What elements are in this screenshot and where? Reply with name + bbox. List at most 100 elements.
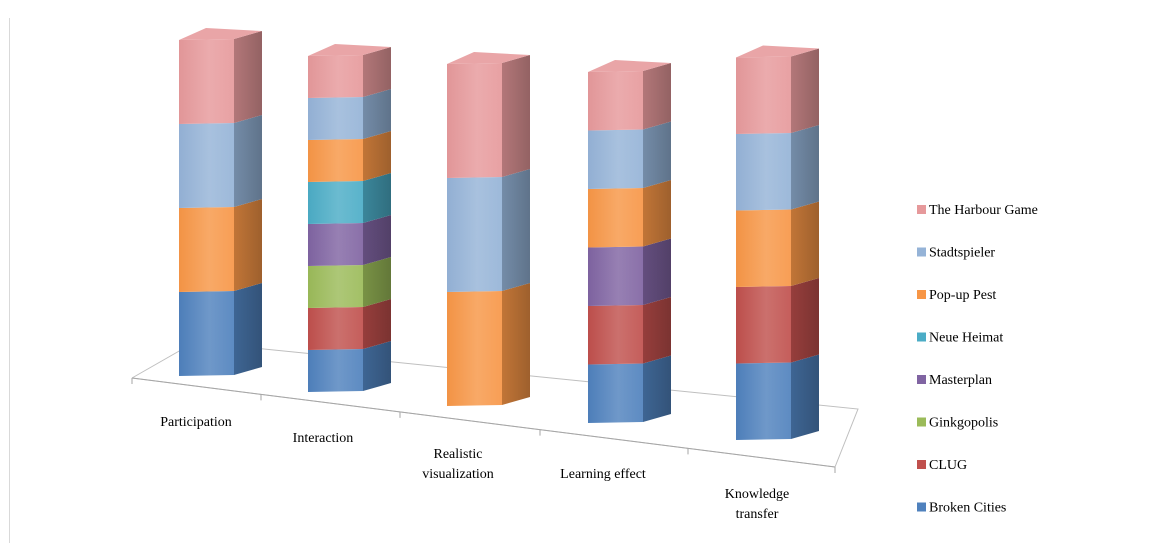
- bar-side-stadtspieler: [363, 89, 391, 139]
- legend-label: Ginkgopolis: [929, 416, 998, 431]
- bar-side-stadtspieler: [791, 125, 819, 210]
- bar-segment-pop-up-pest: [179, 207, 234, 292]
- bars-group: [179, 28, 819, 440]
- legend-label: Neue Heimat: [929, 331, 1003, 346]
- legend-swatch: [917, 332, 926, 342]
- legend-item-stadtspieler: Stadtspieler: [917, 246, 995, 261]
- category-label-realistic-visualization: visualization: [422, 467, 494, 482]
- bar-side-the-harbour-game: [234, 31, 262, 123]
- legend: The Harbour Game Stadtspieler Pop-up Pest N…: [917, 203, 1038, 516]
- legend-label: The Harbour Game: [929, 203, 1038, 218]
- bar-side-ginkgopolis: [363, 257, 391, 307]
- category-label-realistic-visualization: Realistic: [434, 447, 483, 462]
- bar-segment-pop-up-pest: [447, 291, 502, 406]
- bar-side-pop-up-pest: [502, 283, 530, 405]
- category-label-participation: Participation: [160, 415, 232, 430]
- category-label-knowledge-transfer: transfer: [736, 507, 779, 522]
- legend-label: Masterplan: [929, 373, 992, 388]
- bar-segment-masterplan: [588, 246, 643, 306]
- bar-top-face: [447, 52, 530, 64]
- bar-top-face: [308, 44, 391, 56]
- bar-side-broken-cities: [791, 354, 819, 439]
- bar-segment-clug: [308, 307, 363, 350]
- bar-segment-broken-cities: [736, 362, 791, 440]
- bar-segment-masterplan: [308, 223, 363, 266]
- bar-segment-clug: [588, 305, 643, 365]
- legend-label: Stadtspieler: [929, 246, 995, 261]
- bar-segment-stadtspieler: [447, 177, 502, 292]
- bar-segment-pop-up-pest: [736, 209, 791, 287]
- bar-side-clug: [363, 299, 391, 349]
- bar-segment-the-harbour-game: [588, 71, 643, 131]
- bar-side-stadtspieler: [643, 121, 671, 188]
- bar-top-face: [588, 60, 671, 72]
- bar-segment-stadtspieler: [308, 97, 363, 140]
- bar-segment-neue-heimat: [308, 181, 363, 224]
- legend-item-neue-heimat: Neue Heimat: [917, 331, 1003, 346]
- legend-item-broken-cities: Broken Cities: [917, 501, 1006, 516]
- bar-segment-pop-up-pest: [308, 139, 363, 182]
- legend-item-masterplan: Masterplan: [917, 373, 992, 388]
- category-label-interaction: Interaction: [293, 431, 354, 446]
- bar-side-stadtspieler: [234, 115, 262, 207]
- chart-border-line: [9, 18, 10, 543]
- category-labels: Participation Interaction Realistic visuali…: [160, 415, 789, 522]
- bar-side-clug: [643, 297, 671, 364]
- bar-side-pop-up-pest: [643, 180, 671, 247]
- bar-side-the-harbour-game: [502, 55, 530, 177]
- bar-segment-the-harbour-game: [736, 56, 791, 134]
- legend-swatch: [917, 375, 926, 384]
- bar-stack-realistic-visualization: [447, 52, 530, 406]
- bar-stack-participation: [179, 28, 262, 376]
- bar-side-masterplan: [363, 215, 391, 265]
- legend-swatch: [917, 417, 926, 427]
- bar-segment-stadtspieler: [736, 133, 791, 211]
- legend-item-ginkgopolis: Ginkgopolis: [917, 416, 998, 431]
- bar-side-broken-cities: [363, 341, 391, 391]
- bar-top-face: [179, 28, 262, 40]
- category-label-knowledge-transfer: Knowledge: [725, 487, 790, 502]
- bar-segment-clug: [736, 286, 791, 364]
- bar-side-pop-up-pest: [234, 199, 262, 291]
- bar-segment-stadtspieler: [588, 129, 643, 189]
- bar-top-face: [736, 45, 819, 58]
- bar-side-stadtspieler: [502, 169, 530, 291]
- bar-side-the-harbour-game: [363, 47, 391, 97]
- legend-swatch: [917, 247, 926, 257]
- category-label-learning-effect: Learning effect: [560, 467, 646, 482]
- bar-side-the-harbour-game: [643, 63, 671, 130]
- bar-segment-the-harbour-game: [447, 63, 502, 178]
- bar-segment-broken-cities: [588, 363, 643, 423]
- bar-side-broken-cities: [643, 355, 671, 422]
- legend-item-clug: CLUG: [917, 458, 967, 473]
- bar-side-neue-heimat: [363, 173, 391, 223]
- legend-swatch: [917, 460, 926, 469]
- legend-label: Pop-up Pest: [929, 288, 996, 303]
- bar-side-clug: [791, 278, 819, 363]
- legend-label: CLUG: [929, 458, 967, 473]
- bar-segment-the-harbour-game: [179, 39, 234, 124]
- bar-side-masterplan: [643, 238, 671, 305]
- legend-swatch: [917, 205, 926, 214]
- bar-side-the-harbour-game: [791, 48, 819, 133]
- bar-segment-stadtspieler: [179, 123, 234, 208]
- bar-segment-ginkgopolis: [308, 265, 363, 308]
- bar-segment-broken-cities: [308, 349, 363, 392]
- legend-item-pop-up-pest: Pop-up Pest: [917, 288, 996, 303]
- bar-segment-pop-up-pest: [588, 188, 643, 248]
- legend-item-the-harbour-game: The Harbour Game: [917, 203, 1038, 218]
- bar-segment-the-harbour-game: [308, 55, 363, 98]
- bar-side-pop-up-pest: [791, 201, 819, 286]
- bar-side-pop-up-pest: [363, 131, 391, 181]
- bar-side-broken-cities: [234, 283, 262, 375]
- x-axis-line: [131, 377, 836, 468]
- legend-swatch: [917, 290, 926, 299]
- chart-floor: [131, 341, 859, 473]
- bar-stack-learning-effect: [588, 60, 671, 423]
- bar-stack-knowledge-transfer: [736, 45, 819, 440]
- bar-segment-broken-cities: [179, 291, 234, 376]
- legend-label: Broken Cities: [929, 501, 1006, 516]
- bar-stack-interaction: [308, 44, 391, 392]
